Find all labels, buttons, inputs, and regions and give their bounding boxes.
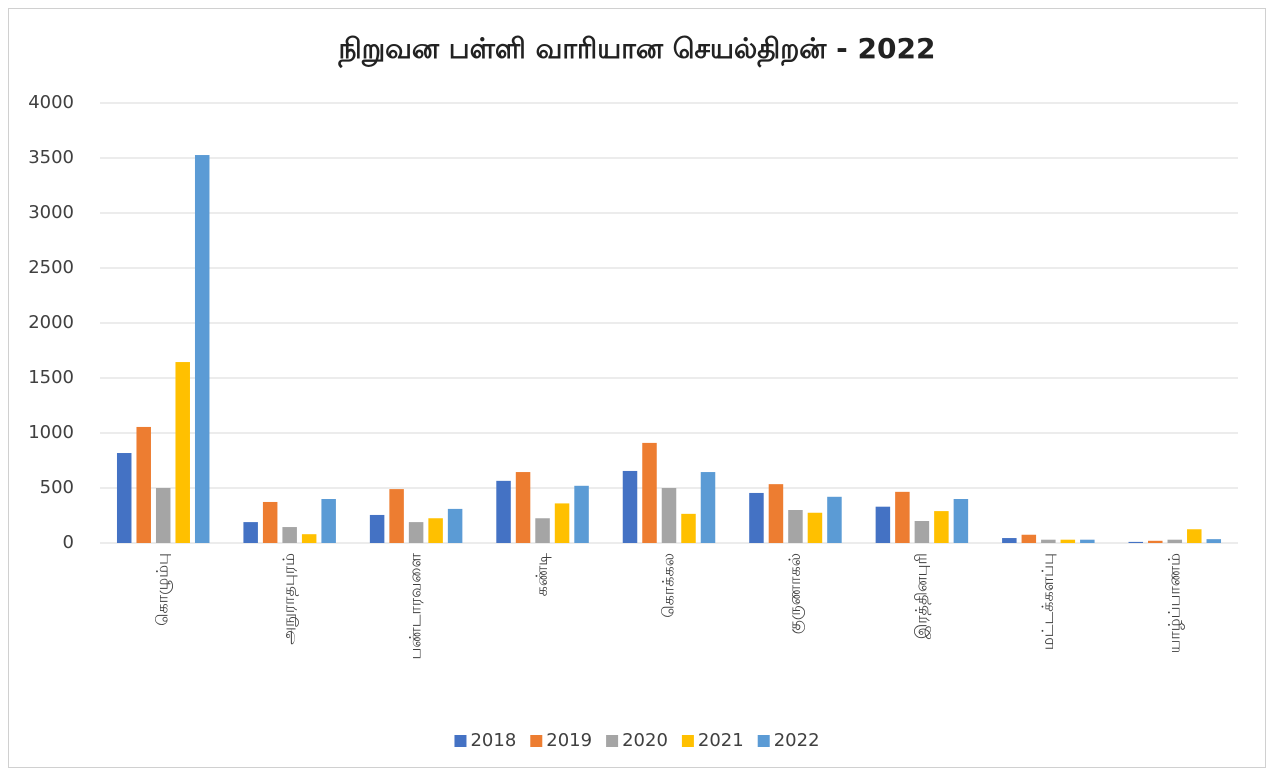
- bar: [321, 499, 336, 543]
- bar: [1206, 539, 1222, 543]
- legend-swatch: [606, 735, 619, 747]
- chart-frame: [8, 8, 1266, 768]
- x-tick-label: பண்டாரவளை: [406, 552, 425, 659]
- x-tick-label: மட்டக்களப்பு: [1038, 553, 1057, 650]
- legend-swatch: [530, 735, 543, 747]
- bar: [175, 362, 190, 543]
- bar: [1080, 539, 1095, 543]
- bar: [768, 484, 784, 543]
- y-tick-label: 2500: [28, 257, 74, 278]
- bar: [447, 508, 463, 543]
- x-tick-label: இரத்தினபுரி: [911, 553, 931, 639]
- bar: [535, 518, 550, 543]
- bar: [749, 492, 764, 543]
- bar: [116, 453, 132, 543]
- bar: [914, 521, 930, 543]
- bar: [301, 534, 317, 543]
- y-tick-label: 3000: [28, 202, 74, 223]
- bar: [389, 489, 404, 543]
- legend-label: 2018: [470, 730, 516, 751]
- bar: [496, 480, 511, 543]
- x-tick-label: கண்டி: [532, 553, 551, 597]
- bar: [681, 513, 696, 543]
- bar: [934, 511, 949, 543]
- bar: [700, 472, 716, 543]
- legend-swatch: [454, 735, 467, 747]
- bar: [1060, 539, 1076, 543]
- x-tick-label: கொக்கல: [659, 553, 678, 618]
- legend-label: 2019: [546, 730, 592, 751]
- bar: [661, 488, 677, 543]
- bar: [282, 527, 297, 543]
- bar: [1128, 541, 1144, 543]
- bar: [875, 506, 891, 543]
- bar: [243, 522, 258, 543]
- bar: [408, 522, 424, 543]
- y-tick-label: 2000: [28, 312, 74, 333]
- legend-swatch: [681, 735, 694, 747]
- bar: [369, 514, 385, 543]
- bar: [262, 501, 278, 543]
- bar: [807, 512, 823, 543]
- bar: [788, 510, 803, 543]
- legend-label: 2021: [698, 730, 744, 751]
- x-tick-label: குருணாகல்: [785, 553, 805, 634]
- bar: [622, 470, 638, 543]
- bar: [1002, 538, 1017, 543]
- bar: [827, 496, 842, 543]
- y-tick-label: 0: [63, 532, 74, 553]
- y-tick-label: 3500: [28, 147, 74, 168]
- chart-title: நிறுவன பள்ளி வாரியான செயல்திறன் - 2022: [338, 32, 936, 68]
- bar: [194, 155, 210, 543]
- bar: [1021, 534, 1037, 543]
- bar: [136, 426, 151, 543]
- y-tick-label: 1000: [28, 422, 74, 443]
- bar: [574, 485, 589, 543]
- legend-swatch: [757, 735, 770, 747]
- bar: [642, 442, 657, 543]
- bar: [515, 472, 531, 543]
- x-tick-label: அநுராதபுரம்: [279, 553, 299, 645]
- bar: [1041, 539, 1056, 543]
- y-tick-label: 4000: [28, 92, 74, 113]
- y-tick-label: 1500: [28, 367, 74, 388]
- x-tick-label: யாழ்ப்பாணம்: [1164, 553, 1183, 653]
- bar: [895, 491, 910, 543]
- bar: [428, 518, 443, 543]
- bar: [1187, 529, 1202, 543]
- bar: [953, 499, 969, 543]
- legend-label: 2020: [622, 730, 668, 751]
- x-tick-label: கொழும்பு: [153, 553, 173, 626]
- bar: [1167, 539, 1183, 543]
- bar: [155, 488, 171, 543]
- bar: [554, 503, 570, 543]
- bar: [1148, 540, 1163, 543]
- legend-label: 2022: [774, 730, 820, 751]
- y-tick-label: 500: [40, 477, 74, 498]
